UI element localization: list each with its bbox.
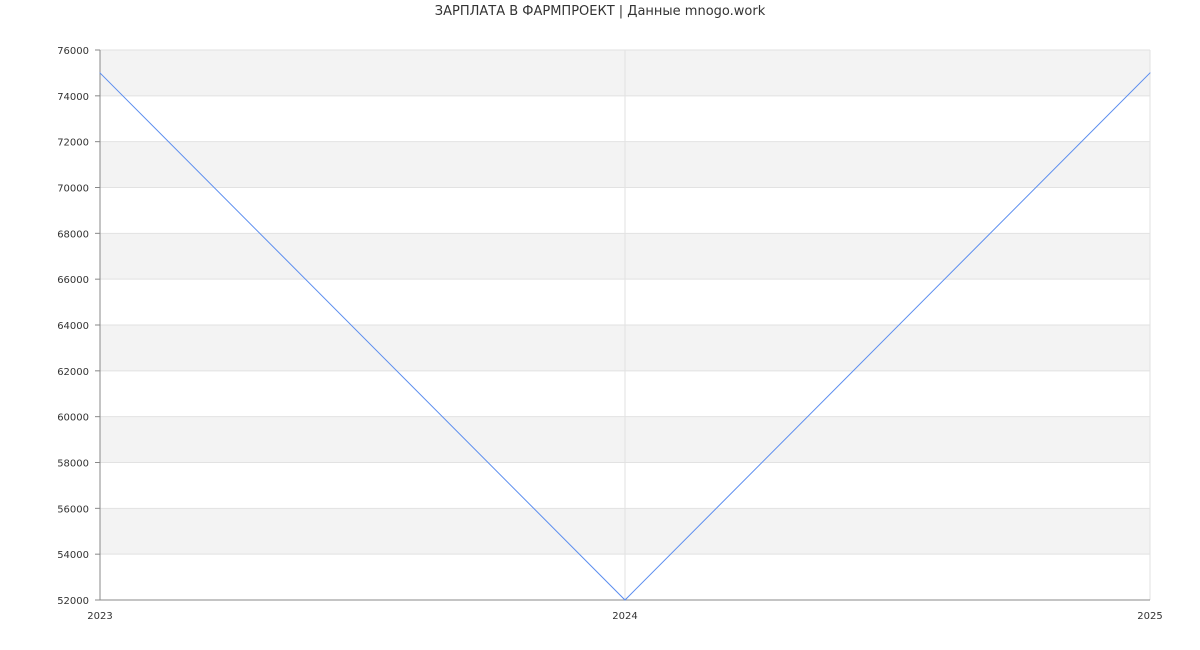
y-tick-label: 66000 <box>57 275 89 286</box>
y-tick-label: 54000 <box>57 550 89 561</box>
y-tick-label: 56000 <box>57 504 89 515</box>
x-tick-label: 2025 <box>1137 611 1162 622</box>
x-tick-label: 2023 <box>87 611 112 622</box>
y-tick-label: 72000 <box>57 138 89 149</box>
y-tick-label: 60000 <box>57 413 89 424</box>
data-point <box>99 72 101 74</box>
y-tick-label: 52000 <box>57 596 89 607</box>
y-tick-label: 70000 <box>57 184 89 195</box>
data-point <box>1149 72 1151 74</box>
y-tick-label: 64000 <box>57 321 89 332</box>
y-tick-label: 58000 <box>57 459 89 470</box>
y-tick-label: 76000 <box>57 46 89 57</box>
x-tick-label: 2024 <box>612 611 637 622</box>
chart-title: ЗАРПЛАТА В ФАРМПРОЕКТ | Данные mnogo.wor… <box>434 4 766 19</box>
y-tick-label: 68000 <box>57 229 89 240</box>
y-tick-label: 74000 <box>57 92 89 103</box>
y-tick-label: 62000 <box>57 367 89 378</box>
data-point <box>624 599 626 601</box>
